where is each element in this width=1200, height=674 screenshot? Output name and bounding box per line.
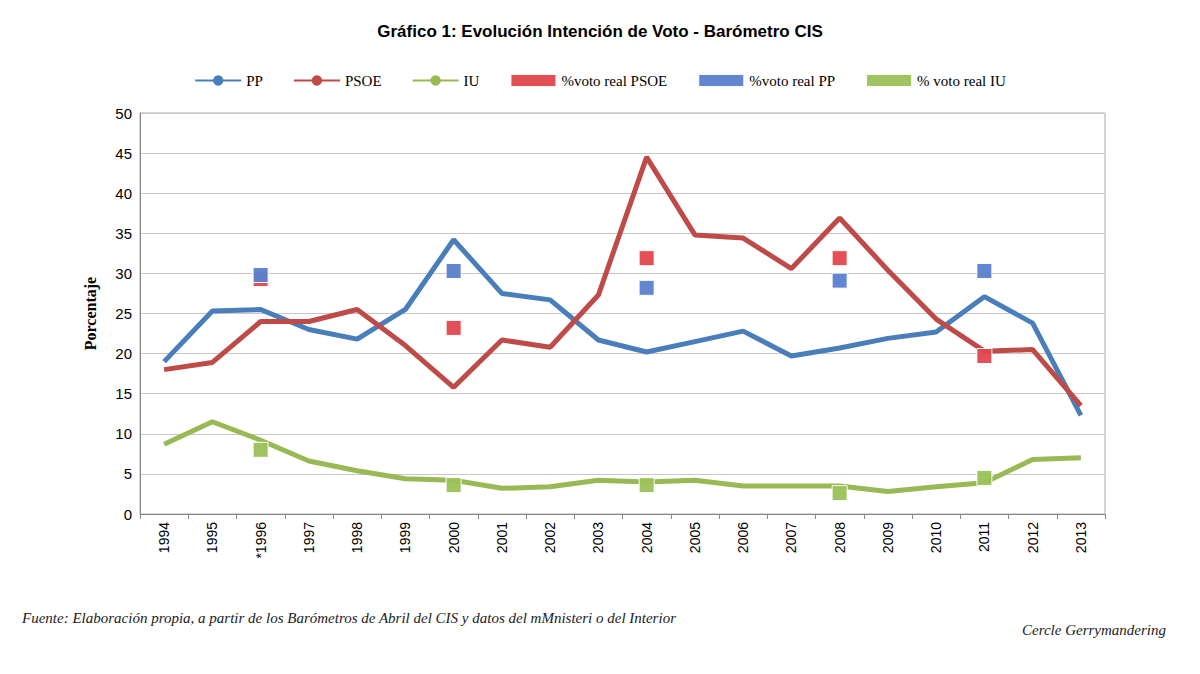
- svg-text:PP: PP: [246, 73, 263, 89]
- svg-text:30: 30: [115, 265, 132, 282]
- html-text:Cercle Gerrymandering: Cercle Gerrymandering: [1022, 622, 1166, 638]
- svg-text:Porcentaje: Porcentaje: [82, 277, 100, 350]
- svg-text:2011: 2011: [976, 522, 992, 552]
- html-text:Fuente: Elaboración propia, a: Fuente: Elaboración propia, a partir de …: [22, 610, 676, 626]
- svg-text:50: 50: [115, 105, 132, 122]
- svg-text:1999: 1999: [397, 522, 413, 553]
- svg-text:1994: 1994: [156, 522, 172, 553]
- svg-text:5: 5: [124, 465, 132, 482]
- svg-text:2005: 2005: [687, 522, 703, 553]
- svg-text:IU: IU: [464, 73, 480, 89]
- svg-text:0: 0: [124, 506, 132, 523]
- svg-text:%voto real PSOE: %voto real PSOE: [561, 73, 667, 89]
- svg-text:*1996: *1996: [253, 522, 269, 559]
- svg-text:2004: 2004: [639, 522, 655, 553]
- svg-text:2010: 2010: [928, 522, 944, 553]
- svg-text:10: 10: [115, 425, 132, 442]
- svg-text:2009: 2009: [880, 522, 896, 553]
- svg-text:15: 15: [115, 385, 132, 402]
- svg-text:2006: 2006: [735, 522, 751, 553]
- svg-text:PSOE: PSOE: [345, 73, 382, 89]
- svg-text:2003: 2003: [590, 522, 606, 553]
- svg-text:2007: 2007: [783, 522, 799, 553]
- svg-text:2008: 2008: [832, 522, 848, 553]
- svg-text:25: 25: [115, 305, 132, 322]
- svg-text:Gráfico 1: Evolución Intención: Gráfico 1: Evolución Intención de Voto -…: [377, 22, 823, 41]
- svg-text:45: 45: [115, 145, 132, 162]
- svg-text:1995: 1995: [204, 522, 220, 553]
- svg-text:40: 40: [115, 185, 132, 202]
- svg-text:2002: 2002: [542, 522, 558, 553]
- svg-text:%voto real PP: %voto real PP: [749, 73, 835, 89]
- svg-text:2000: 2000: [446, 522, 462, 553]
- svg-text:2013: 2013: [1073, 522, 1089, 553]
- svg-text:20: 20: [115, 345, 132, 362]
- svg-text:2012: 2012: [1025, 522, 1041, 553]
- svg-text:35: 35: [115, 225, 132, 242]
- svg-text:% voto real IU: % voto real IU: [917, 73, 1006, 89]
- svg-text:2001: 2001: [494, 522, 510, 553]
- svg-text:1998: 1998: [349, 522, 365, 553]
- svg-text:1997: 1997: [301, 522, 317, 553]
